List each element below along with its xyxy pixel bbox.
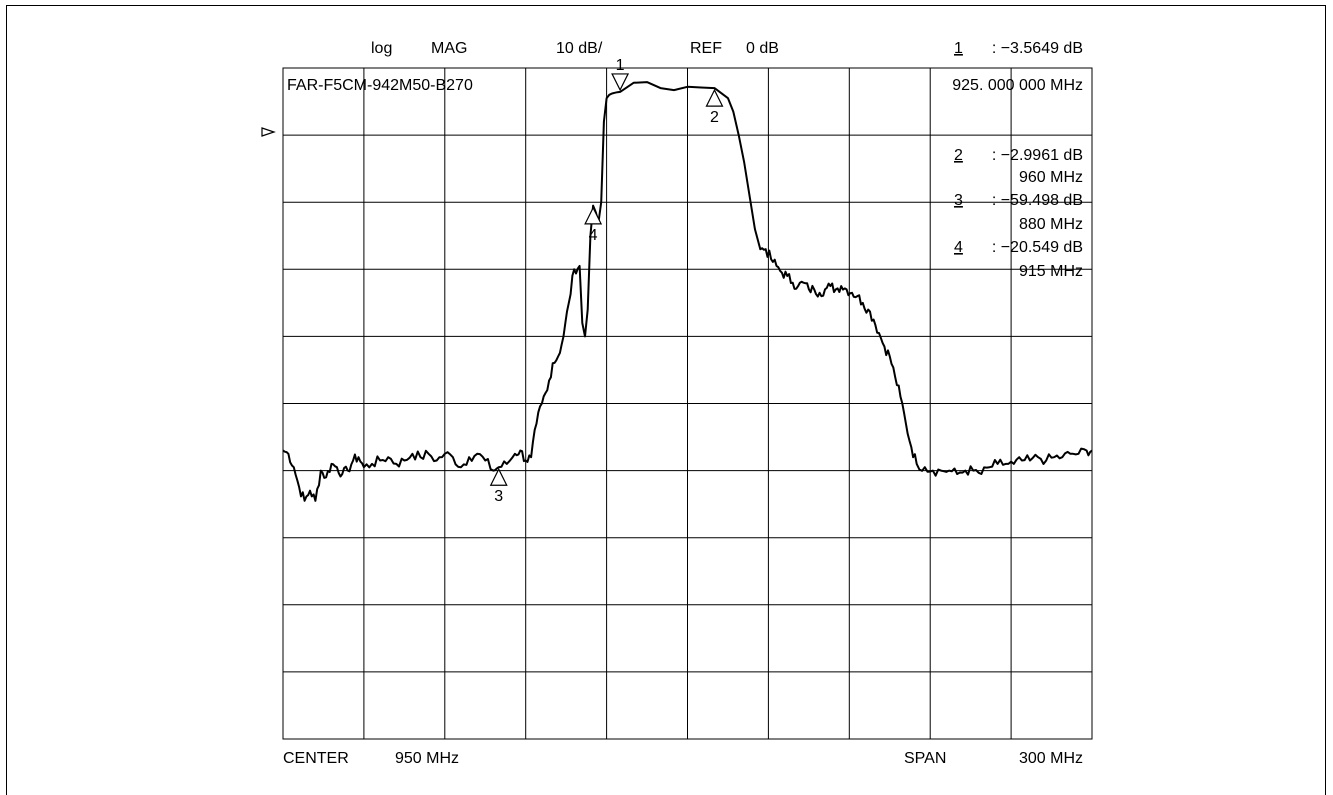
device-label: FAR-F5CM-942M50-B270 [287, 77, 473, 94]
trace-layer [282, 81, 1093, 502]
marker-up-triangle-icon [489, 467, 508, 486]
marker-3: 3 [489, 467, 508, 505]
center-value: 950 MHz [395, 750, 459, 767]
marker-2-freq: 960 MHz [1019, 169, 1083, 186]
marker-2: 2 [705, 88, 724, 126]
marker-2-number: 2 [954, 147, 963, 164]
marker-1: 1 [611, 57, 630, 92]
marker-up-triangle-icon [705, 88, 724, 107]
marker-label: 3 [494, 488, 503, 505]
analyzer-display-frame [6, 5, 1326, 795]
format-label: log [371, 40, 392, 57]
measurement-label: MAG [431, 40, 467, 57]
ref-value: 0 dB [746, 40, 779, 57]
marker-4: 4 [584, 206, 603, 244]
marker-readout-3: 3 : −59.498 dB 880 MHz [954, 192, 1083, 233]
marker-4-freq: 915 MHz [1019, 263, 1083, 280]
marker-1-number: 1 [954, 40, 963, 57]
marker-1-value: : −3.5649 dB [992, 40, 1083, 57]
graticule [282, 67, 1093, 740]
marker-down-triangle-icon [611, 73, 630, 92]
marker-layer: 1 2 3 4 [489, 57, 724, 505]
marker-label: 2 [710, 109, 719, 126]
center-label: CENTER [283, 750, 349, 767]
ref-label: REF [690, 40, 722, 57]
scale-label: 10 dB/ [556, 40, 603, 57]
marker-label: 1 [616, 57, 625, 74]
marker-freq-readout: 925. 000 000 MHz [952, 77, 1083, 94]
marker-2-value: : −2.9961 dB [992, 147, 1083, 164]
reference-level-arrow-icon [261, 127, 276, 137]
marker-readout-4: 4 : −20.549 dB 915 MHz [954, 239, 1083, 280]
marker-4-number: 4 [954, 239, 963, 256]
span-label: SPAN [904, 750, 946, 767]
marker-3-freq: 880 MHz [1019, 216, 1083, 233]
marker-label: 4 [589, 227, 598, 244]
marker-up-triangle-icon [584, 206, 603, 225]
marker-3-number: 3 [954, 192, 963, 209]
marker-4-value: : −20.549 dB [992, 239, 1083, 256]
marker-3-value: : −59.498 dB [992, 192, 1083, 209]
span-value: 300 MHz [1019, 750, 1083, 767]
measurement-trace [282, 81, 1093, 502]
marker-readout-2: 2 : −2.9961 dB 960 MHz [954, 147, 1083, 186]
